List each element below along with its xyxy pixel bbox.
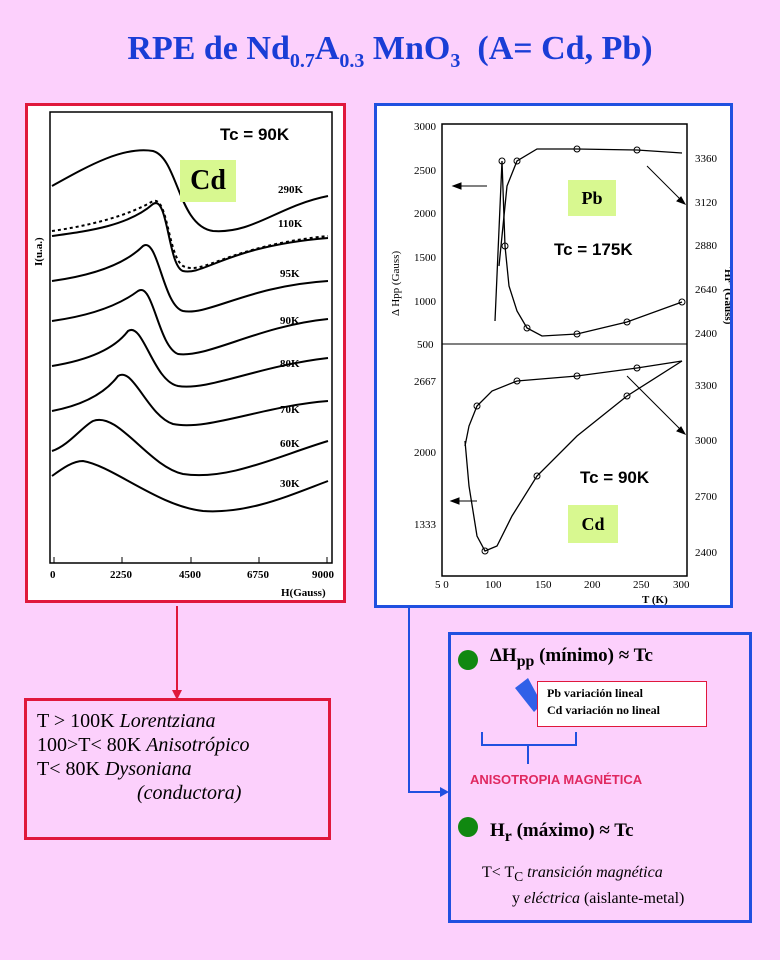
hpp-hr-plot: 3000 2500 2000 1500 1000 500 2667 2000 1… (390, 121, 734, 606)
cd-chip-2: Cd (568, 505, 618, 543)
pb-ylabel-left: Δ Hpp (Gauss) (390, 251, 402, 316)
xtick: 250 (633, 579, 650, 591)
hpp-conclusion: ΔHpp (mínimo) ≈ Tc (490, 645, 653, 670)
cd-ylabel: I(u.a.) (33, 237, 45, 266)
ytick: 2000 (414, 208, 437, 220)
cd-xtick: 2250 (110, 569, 133, 581)
xtick: 100 (485, 579, 502, 591)
anisotropy-label: ANISOTROPIA MAGNÉTICA (470, 772, 643, 787)
bullet-dot (458, 650, 478, 670)
ytick: 2000 (414, 447, 437, 459)
pb-chip: Pb (568, 180, 616, 216)
ytick-right: 2640 (695, 284, 718, 296)
ytick-right: 2880 (695, 240, 718, 252)
cd-xlabel: H(Gauss) (281, 587, 326, 599)
pb-xlabel: T (K) (642, 594, 668, 605)
pb-cd-panel: 3000 2500 2000 1500 1000 500 2667 2000 1… (374, 103, 734, 608)
temp-label: 30K (280, 478, 300, 490)
conclusions-box (448, 632, 752, 923)
transition-note: T< TC transición magnética y eléctrica (… (482, 864, 685, 908)
ytick-right: 2400 (695, 328, 718, 340)
ytick: 1333 (414, 519, 437, 531)
ytick-right: 3000 (695, 435, 718, 447)
ytick: 1500 (414, 252, 437, 264)
cd-tc-label: Tc = 90K (220, 125, 290, 144)
temp-label: 70K (280, 404, 300, 416)
xtick: 5 0 (435, 579, 449, 591)
ytick-right: 2400 (695, 547, 718, 559)
ytick: 2500 (414, 165, 437, 177)
temp-label: 95K (280, 268, 300, 280)
ytick-right: 3300 (695, 380, 718, 392)
temp-label: 60K (280, 438, 300, 450)
ytick: 2667 (414, 376, 437, 388)
cd-xtick: 0 (50, 569, 56, 581)
temp-label: 80K (280, 358, 300, 370)
cd-xtick: 9000 (312, 569, 335, 581)
ytick-right: 3360 (695, 153, 718, 165)
behavior-summary-box: T > 100K Lorentziana 100>T< 80K Anisotró… (24, 698, 331, 840)
cd-xtick: 4500 (179, 569, 202, 581)
bullet-dot (458, 817, 478, 837)
hr-conclusion: Hr (máximo) ≈ Tc (490, 820, 634, 845)
temp-label: 290K (278, 184, 304, 196)
ytick-right: 3120 (695, 197, 718, 209)
xtick: 150 (535, 579, 552, 591)
pb-tc-label: Tc = 175K (554, 240, 633, 259)
page-title: RPE de Nd0.7A0.3 MnO3 (A= Cd, Pb) (127, 30, 653, 72)
cd-xtick: 6750 (247, 569, 270, 581)
ytick: 3000 (414, 121, 437, 133)
xtick: 300 (673, 579, 690, 591)
cd-spectra-plot: I(u.a.) 0 2250 4500 6750 9000 H(Gauss) 2… (33, 111, 335, 599)
variation-note: Pb variación lineal Cd variación no linea… (537, 681, 707, 727)
xtick: 200 (584, 579, 601, 591)
cd-chip: Cd (180, 160, 236, 202)
temp-label: 90K (280, 315, 300, 327)
temp-label: 110K (278, 218, 303, 230)
ytick: 1000 (414, 296, 437, 308)
ytick: 500 (417, 339, 434, 351)
ytick-right: 2700 (695, 491, 718, 503)
cd-tc2-label: Tc = 90K (580, 468, 650, 487)
